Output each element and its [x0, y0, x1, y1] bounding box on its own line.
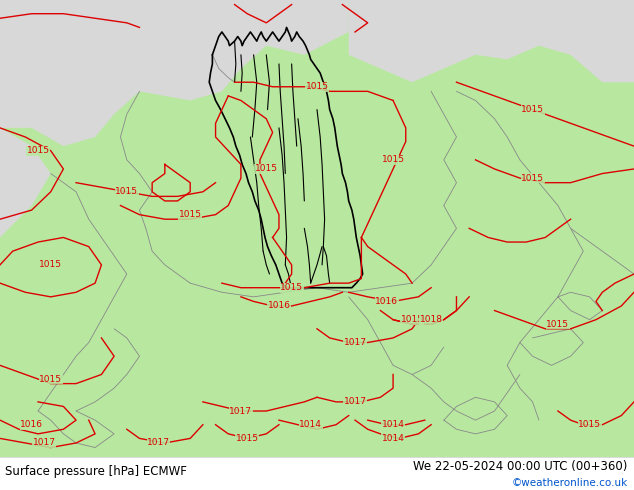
Text: 1014: 1014: [299, 420, 322, 429]
Text: 1015: 1015: [382, 155, 404, 164]
Text: We 22-05-2024 00:00 UTC (00+360): We 22-05-2024 00:00 UTC (00+360): [413, 460, 628, 472]
Text: 1017: 1017: [344, 397, 366, 406]
Text: 1018: 1018: [420, 315, 443, 324]
Text: 1015: 1015: [39, 260, 62, 270]
Text: 1015: 1015: [280, 283, 303, 292]
Text: 1015: 1015: [578, 420, 601, 429]
Text: 1015: 1015: [39, 374, 62, 384]
Text: 1015: 1015: [401, 315, 424, 324]
Text: 1015: 1015: [179, 210, 202, 219]
Polygon shape: [0, 0, 349, 146]
Text: 1017: 1017: [147, 439, 170, 447]
Text: 1016: 1016: [268, 301, 290, 311]
Text: 1015: 1015: [521, 173, 544, 183]
Text: 1015: 1015: [255, 165, 278, 173]
Text: 1015: 1015: [521, 105, 544, 114]
Text: 1017: 1017: [344, 338, 366, 347]
Text: 1017: 1017: [33, 439, 56, 447]
Text: 1015: 1015: [547, 320, 569, 329]
Text: 1015: 1015: [306, 82, 328, 91]
Polygon shape: [349, 0, 634, 82]
Text: 1016: 1016: [20, 420, 43, 429]
Text: ©weatheronline.co.uk: ©weatheronline.co.uk: [512, 478, 628, 488]
Text: 1015: 1015: [27, 146, 49, 155]
Text: 1015: 1015: [236, 434, 259, 443]
Text: 1016: 1016: [375, 297, 398, 306]
Text: Surface pressure [hPa] ECMWF: Surface pressure [hPa] ECMWF: [5, 465, 187, 478]
Text: 1015: 1015: [115, 187, 138, 196]
Text: 1014: 1014: [382, 420, 404, 429]
Text: 1014: 1014: [382, 434, 404, 443]
Polygon shape: [0, 128, 51, 457]
Text: 1017: 1017: [230, 407, 252, 416]
